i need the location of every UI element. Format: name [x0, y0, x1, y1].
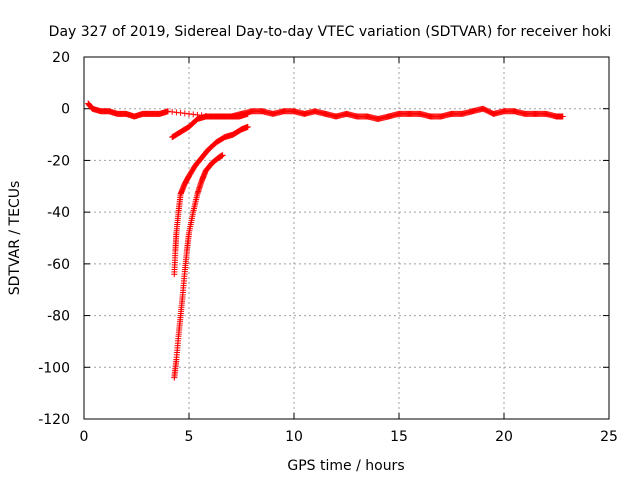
data-marks [85, 100, 566, 381]
y-tick-label: -80 [47, 309, 70, 325]
data-point [181, 110, 188, 117]
series-arc-2 [171, 123, 251, 278]
data-point [219, 152, 226, 159]
x-tick-label: 5 [185, 429, 194, 445]
series-main-band [85, 100, 566, 123]
y-tick-label: 0 [61, 102, 70, 118]
x-tick-label: 10 [285, 429, 303, 445]
x-tick-label: 25 [600, 429, 618, 445]
x-tick-label: 15 [390, 429, 408, 445]
data-point [169, 108, 176, 115]
axis-ticks: 0 5 10 15 20 25 -120 -100 -80 -60 -40 -20 0 20 [38, 50, 618, 445]
x-tick-label: 20 [495, 429, 513, 445]
data-point [244, 123, 251, 130]
y-tick-label: -100 [38, 360, 70, 376]
data-point [559, 113, 566, 120]
data-point [186, 110, 192, 117]
data-point [244, 110, 251, 117]
y-tick-label: -20 [47, 153, 70, 169]
y-tick-label: 20 [52, 50, 70, 66]
plot-frame [83, 56, 610, 420]
chart-title: Day 327 of 2019, Sidereal Day-to-day VTE… [49, 24, 612, 40]
y-tick-label: -60 [47, 257, 70, 273]
y-tick-label: -120 [38, 412, 70, 428]
series-arc-3 [171, 152, 226, 381]
x-tick-label: 0 [80, 429, 89, 445]
data-point [177, 109, 184, 116]
x-axis-label: GPS time / hours [287, 458, 404, 474]
y-axis-label: SDTVAR / TECUs [7, 181, 23, 296]
y-tick-label: -40 [47, 205, 70, 221]
series-arc-1 [169, 110, 251, 141]
data-point [173, 109, 180, 116]
data-point [165, 108, 171, 115]
data-point [190, 111, 197, 118]
